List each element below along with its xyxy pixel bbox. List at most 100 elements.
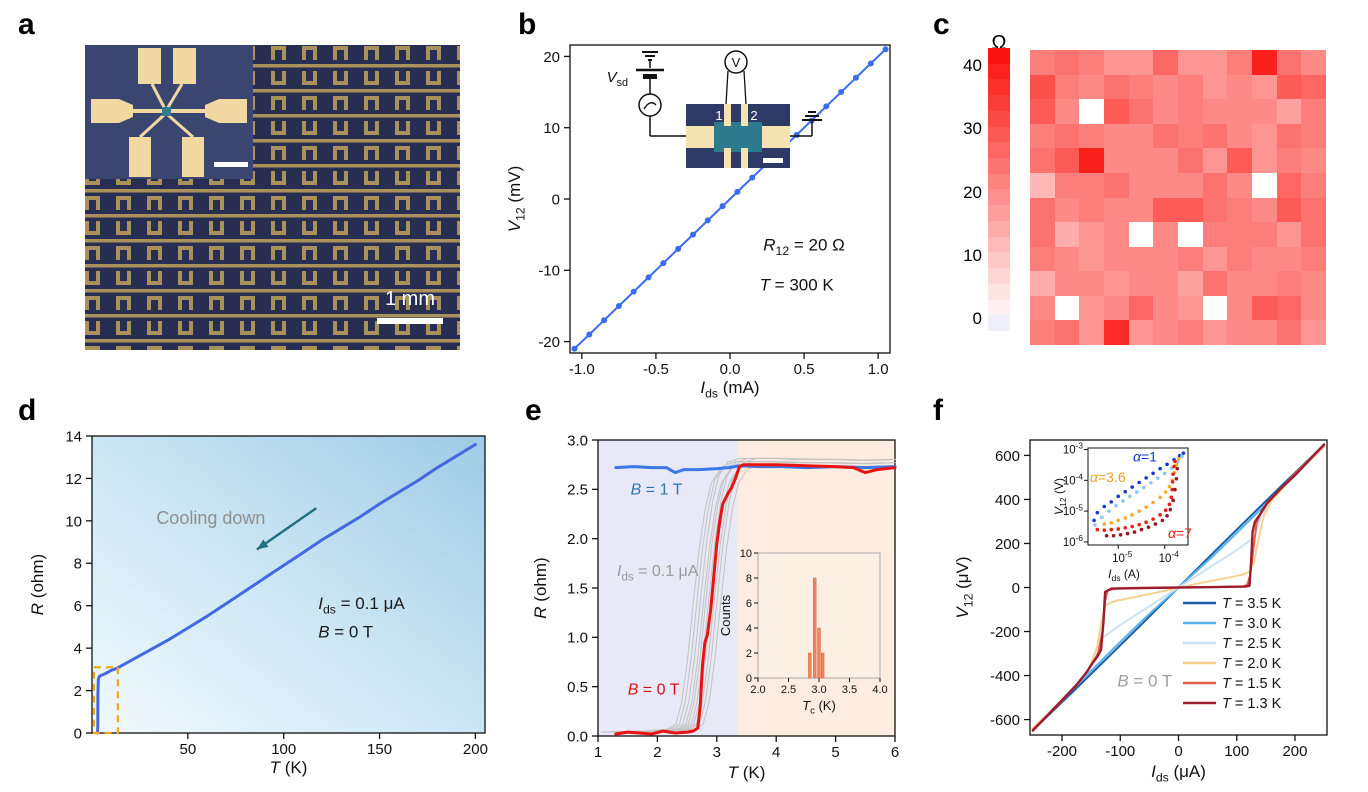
heatmap-cell bbox=[1054, 320, 1080, 345]
x-axis-label: T (K) bbox=[728, 763, 766, 782]
x-tick-label: 1.0 bbox=[868, 361, 889, 378]
scatter-point bbox=[1153, 522, 1158, 526]
heatmap-cell bbox=[1202, 74, 1228, 100]
y-tick-label: 1.5 bbox=[567, 580, 588, 597]
heatmap-cell bbox=[1177, 222, 1203, 247]
colorbar-segment bbox=[988, 63, 1010, 80]
heatmap-cell bbox=[1153, 74, 1178, 100]
heatmap-cell bbox=[1128, 74, 1154, 100]
annotation: T = 300 K bbox=[760, 275, 835, 294]
heatmap-cell bbox=[1128, 295, 1154, 321]
heatmap-cell bbox=[1103, 123, 1129, 149]
scatter-point bbox=[1144, 505, 1148, 509]
y-tick-label: 0.5 bbox=[567, 679, 588, 696]
legend-entry: T = 1.3 K bbox=[1222, 696, 1282, 712]
y-tick-label: 600 bbox=[995, 448, 1020, 465]
iv-line bbox=[573, 48, 887, 350]
y-tick-label: 2.0 bbox=[567, 531, 588, 548]
heatmap-cell bbox=[1177, 123, 1203, 149]
scatter-point bbox=[1165, 462, 1169, 467]
heatmap-cell bbox=[1079, 172, 1104, 198]
heatmap-cell bbox=[1153, 246, 1178, 272]
heatmap-cell bbox=[1054, 99, 1080, 124]
inset-y-tick-label: 10 bbox=[740, 548, 752, 560]
heatmap-cell bbox=[1276, 197, 1302, 223]
battery-icon bbox=[643, 74, 657, 79]
scatter-point bbox=[1151, 517, 1155, 521]
heatmap-cell bbox=[1153, 222, 1178, 247]
heatmap-cell bbox=[1227, 99, 1252, 124]
heatmap-cell bbox=[1128, 197, 1154, 223]
heatmap-cell bbox=[1103, 246, 1129, 272]
data-point bbox=[601, 317, 608, 324]
heatmap-cell bbox=[1251, 320, 1277, 345]
heatmap-cell bbox=[1128, 246, 1154, 272]
colorbar-segment bbox=[988, 79, 1010, 96]
panel-e-transition-chart: 1 2 3 4 5 6 0.0 0.5 1.0 1.5 2.0 2.5 3.0 T (K) R (ohm) B… bbox=[531, 432, 899, 782]
scatter-point bbox=[1158, 466, 1162, 471]
colorbar-tick-label: 20 bbox=[963, 182, 982, 202]
scatter-point bbox=[1114, 503, 1118, 508]
plot-background bbox=[92, 436, 485, 733]
heatmap-cell bbox=[1251, 271, 1277, 296]
y-tick-label: 0 bbox=[74, 725, 82, 742]
colorbar-segment bbox=[988, 220, 1010, 237]
colorbar-segment bbox=[988, 236, 1010, 253]
scatter-point bbox=[1132, 530, 1137, 534]
heatmap-cell bbox=[1054, 295, 1080, 321]
background-region bbox=[598, 440, 738, 736]
colorbar-segment bbox=[988, 158, 1010, 174]
heatmap-cell bbox=[1054, 50, 1080, 75]
heatmap-cell bbox=[1030, 123, 1055, 149]
heatmap-cell bbox=[1276, 271, 1302, 296]
heatmap-cell bbox=[1251, 295, 1277, 321]
heatmap-cell bbox=[1251, 222, 1277, 247]
scatter-point bbox=[1095, 527, 1100, 532]
heatmap-cell bbox=[1153, 320, 1178, 345]
voltmeter-label: V bbox=[732, 55, 741, 70]
alpha-label: α=7 bbox=[1168, 525, 1192, 541]
heatmap-cell bbox=[1301, 123, 1326, 149]
x-axis-label: Ids (μA) bbox=[1151, 762, 1206, 784]
heatmap-cell bbox=[1251, 74, 1277, 100]
x-axis-label: T (K) bbox=[270, 758, 308, 777]
flake bbox=[162, 107, 171, 116]
x-tick-label: 2 bbox=[653, 744, 661, 761]
x-tick-label: 4 bbox=[772, 744, 780, 761]
heatmap-cell bbox=[1079, 50, 1104, 75]
heatmap-cell bbox=[1276, 50, 1302, 75]
heatmap-cell bbox=[1301, 197, 1326, 223]
scatter-point bbox=[1118, 533, 1123, 537]
heatmap-cell bbox=[1227, 271, 1252, 296]
inset-x-tick-label: 3.5 bbox=[842, 684, 857, 696]
colorbar-segment bbox=[988, 299, 1010, 316]
scatter-point bbox=[1160, 518, 1165, 523]
heatmap-cell bbox=[1103, 295, 1129, 321]
annotation: Cooling down bbox=[156, 508, 265, 528]
scatter-point bbox=[1172, 464, 1176, 469]
x-tick-label: 200 bbox=[1282, 743, 1307, 760]
scatter-point bbox=[1130, 513, 1134, 517]
heatmap-cell bbox=[1177, 74, 1203, 100]
scatter-point bbox=[1168, 507, 1173, 512]
y-tick-label: -400 bbox=[990, 668, 1020, 685]
scatter-point bbox=[1146, 525, 1151, 529]
scatter-point bbox=[1095, 510, 1100, 515]
heatmap-cell bbox=[1030, 222, 1055, 247]
circuit-inset: Vsd 1 2 V bbox=[607, 50, 822, 168]
electrode-1-label: 1 bbox=[715, 108, 722, 123]
electrode-2-label: 2 bbox=[750, 108, 757, 123]
y-tick-label: 2.5 bbox=[567, 482, 588, 499]
data-point bbox=[630, 288, 637, 295]
heatmap-cell bbox=[1054, 246, 1080, 272]
heatmap-cell bbox=[1030, 295, 1055, 321]
scatter-point bbox=[1144, 476, 1148, 480]
scatter-point bbox=[1135, 490, 1139, 494]
heatmap-cell bbox=[1153, 295, 1178, 321]
plot-frame bbox=[569, 44, 891, 354]
scatter-point bbox=[1104, 533, 1109, 538]
colorbar bbox=[988, 48, 1010, 331]
heatmap-cell bbox=[1030, 197, 1055, 223]
inset-scale-bar bbox=[214, 162, 248, 167]
heatmap-cell bbox=[1030, 271, 1055, 296]
